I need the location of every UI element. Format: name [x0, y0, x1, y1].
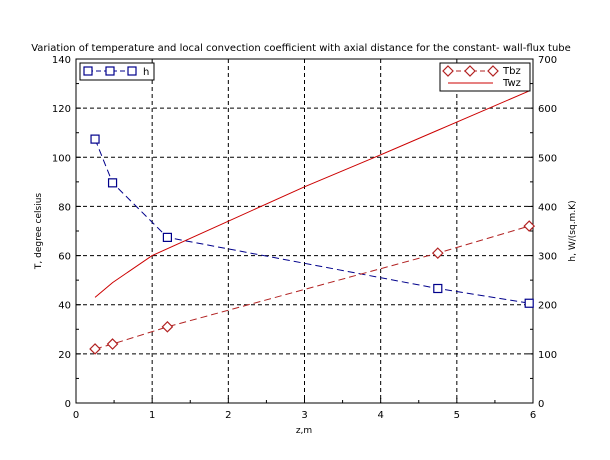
- y-left-tick-label: 20: [58, 350, 71, 361]
- x-tick-label: 1: [149, 410, 155, 421]
- data-point-h: [90, 134, 100, 144]
- data-point-tbz: [106, 338, 119, 350]
- y-left-tick-label: 80: [58, 202, 71, 213]
- y-left-tick-label: 100: [52, 153, 71, 164]
- legend-temperatures-box: [439, 62, 531, 92]
- y-axis-right: 0 100 200 300 400 500 600 700: [528, 55, 557, 410]
- y-right-tick-label: 300: [538, 252, 557, 263]
- x-tick-label: 6: [530, 410, 536, 421]
- y-left-tick-label: 0: [65, 399, 71, 410]
- y-right-tick-label: 200: [538, 301, 557, 312]
- series-group: [89, 90, 536, 355]
- series-line-twz: [94, 90, 530, 298]
- x-tick-label: 2: [225, 410, 231, 421]
- x-axis-label: z,m: [296, 426, 312, 436]
- x-tick-label: 4: [377, 410, 383, 421]
- data-point-tbz: [523, 220, 536, 232]
- y-axis-right-label: h, W/(sq.m.K): [568, 200, 578, 261]
- legend-tbz-label: Tbz: [502, 66, 521, 77]
- y-right-tick-label: 0: [538, 399, 544, 410]
- data-point-tbz: [89, 343, 101, 355]
- legend-tbz-sample: [442, 65, 499, 77]
- x-tick-label: 0: [73, 410, 79, 421]
- y-axis-left-label: T, degree celsius: [34, 193, 44, 270]
- legend-h: h: [79, 62, 155, 81]
- y-right-tick-label: 600: [538, 104, 557, 115]
- y-right-tick-label: 500: [538, 153, 557, 164]
- y-axis-left: 0 20 40 60 80 100 120 140: [52, 55, 81, 410]
- legend-h-sample: [83, 66, 137, 76]
- legend-temperatures: Tbz Twz: [439, 62, 531, 92]
- series-twz: [94, 90, 530, 298]
- chart-title: Variation of temperature and local conve…: [31, 43, 571, 54]
- y-left-tick-label: 60: [58, 252, 71, 263]
- x-tick-label: 5: [454, 410, 460, 421]
- y-right-tick-label: 400: [538, 202, 557, 213]
- legend-h-label: h: [143, 67, 149, 78]
- series-tbz: [89, 220, 536, 355]
- x-axis: 0 1 2 3 4 5 6: [73, 398, 536, 421]
- data-point-h: [433, 283, 443, 294]
- legend-h-marker: [105, 66, 115, 76]
- y-right-tick-label: 700: [538, 55, 557, 66]
- x-tick-label: 3: [301, 410, 307, 421]
- legend-h-marker: [127, 66, 137, 76]
- data-point-tbz: [161, 320, 174, 333]
- legend-tbz-marker: [464, 65, 476, 77]
- data-point-h: [524, 298, 534, 308]
- legend-tbz-marker: [442, 65, 454, 77]
- series-line-tbz: [94, 225, 530, 350]
- y-left-tick-label: 40: [58, 301, 71, 312]
- legend-h-marker: [83, 66, 93, 76]
- y-left-tick-label: 120: [52, 104, 71, 115]
- legend-tbz-marker: [487, 65, 499, 77]
- legend-twz-label: Twz: [502, 78, 521, 89]
- grid: [76, 59, 533, 403]
- data-point-h: [162, 232, 172, 242]
- series-h: [90, 134, 534, 308]
- y-right-tick-label: 100: [538, 350, 557, 361]
- data-point-tbz: [431, 247, 444, 259]
- y-left-tick-label: 140: [52, 55, 71, 66]
- data-point-h: [107, 178, 118, 188]
- series-line-h: [94, 138, 530, 304]
